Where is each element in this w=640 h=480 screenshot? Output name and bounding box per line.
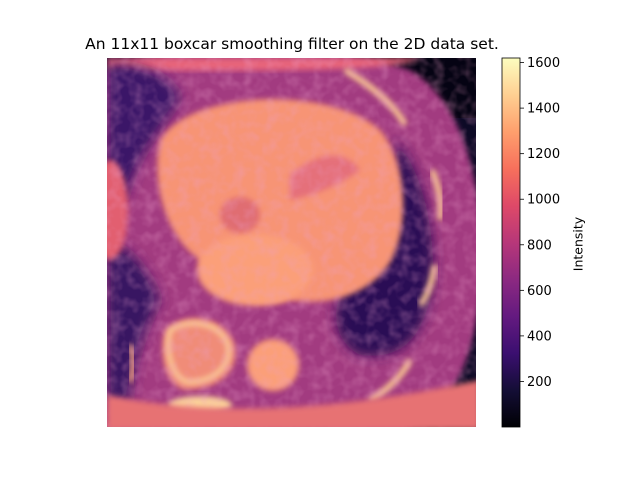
colorbar-tick-label: 1200 xyxy=(527,147,560,162)
ct-image xyxy=(107,58,476,427)
colorbar-tick-label: 400 xyxy=(527,329,552,344)
colorbar-tick-label: 1600 xyxy=(527,56,560,71)
colorbar-ticks: 200 400 600 800 1000 1200 1400 1600 xyxy=(520,56,560,390)
chart-title: An 11x11 boxcar smoothing filter on the … xyxy=(85,35,499,53)
colorbar-tick-label: 600 xyxy=(527,284,552,299)
colorbar xyxy=(501,57,521,428)
colorbar-tick-label: 1400 xyxy=(527,102,560,117)
colorbar-tick-label: 800 xyxy=(527,238,552,253)
colorbar-tick-label: 200 xyxy=(527,375,552,390)
colorbar-tick-label: 1000 xyxy=(527,193,560,208)
colorbar-label: Intensity xyxy=(570,216,586,272)
